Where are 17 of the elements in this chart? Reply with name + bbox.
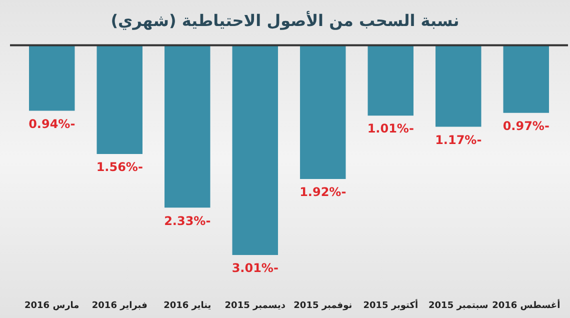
data-label: -1.56% bbox=[96, 160, 143, 174]
data-label: -1.17% bbox=[435, 132, 482, 147]
x-tick-label: فبراير 2016 bbox=[92, 300, 148, 311]
data-label: -2.33% bbox=[164, 214, 211, 228]
data-label: -1.92% bbox=[300, 185, 346, 200]
data-label: -0.94% bbox=[28, 116, 76, 131]
x-tick-label: أغسطس 2016 bbox=[492, 298, 560, 311]
chart-title: نسبة السحب من الأصول الاحتياطية (شهري) bbox=[110, 10, 460, 30]
x-tick-label: ديسمبر 2015 bbox=[224, 300, 286, 311]
x-tick-label: أكتوبر 2015 bbox=[363, 298, 418, 311]
data-label: -1.01% bbox=[367, 122, 414, 136]
x-tick-label: سبتمبر 2015 bbox=[428, 300, 488, 311]
x-tick-label: مارس 2016 bbox=[24, 300, 80, 311]
x-tick-label: نوفمبر 2015 bbox=[294, 300, 352, 311]
data-label: -0.97% bbox=[502, 118, 550, 133]
x-tick-label: يناير 2016 bbox=[164, 300, 212, 311]
data-label: -3.01% bbox=[232, 261, 278, 276]
